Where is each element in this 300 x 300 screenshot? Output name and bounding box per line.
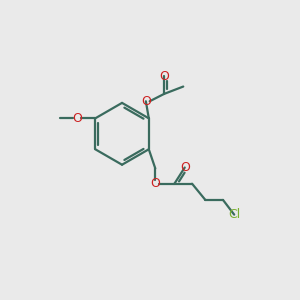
Text: O: O (141, 95, 151, 108)
Text: O: O (150, 177, 160, 190)
Text: O: O (180, 161, 190, 174)
Text: Cl: Cl (228, 208, 240, 221)
Text: O: O (159, 70, 169, 83)
Text: O: O (72, 112, 82, 125)
